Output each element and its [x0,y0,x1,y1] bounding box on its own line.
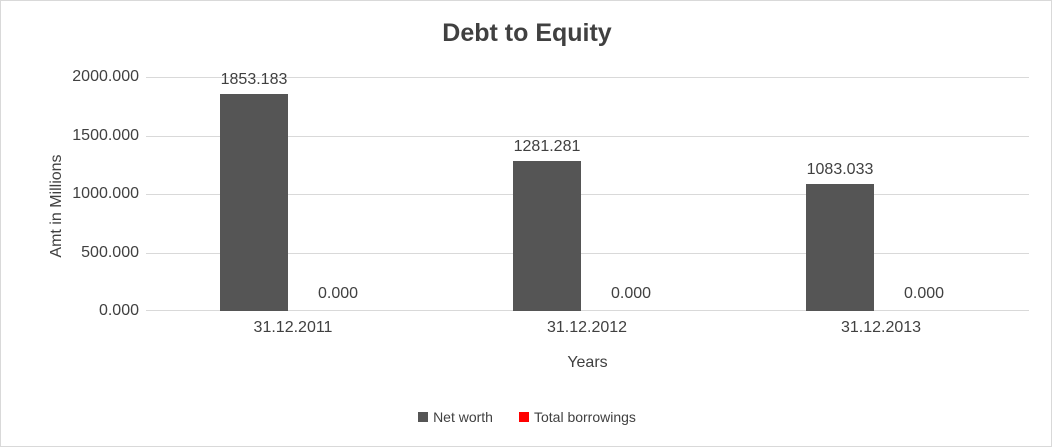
x-axis-title: Years [567,354,608,371]
chart-legend: Net worth Total borrowings [1,409,1051,425]
y-axis: Amt in Millions 2000.000 1500.000 1000.0… [21,68,139,319]
y-tick-label-2000: 2000.000 [72,68,139,85]
x-tick-label-2011: 31.12.2011 [253,319,333,336]
legend-swatch-total-borrowings [518,412,529,422]
x-tick-label-2012: 31.12.2012 [546,319,628,336]
bar-net-worth-2013[interactable] [806,184,874,311]
gridline-2000 [146,77,1029,78]
legend-item-net-worth[interactable]: Net worth [418,409,493,425]
gridline-1000 [146,194,1029,195]
gridline-0-axis [146,310,1029,311]
x-tick-label-2013: 31.12.2013 [840,319,922,336]
y-tick-label-1500: 1500.000 [72,126,139,144]
bar-net-worth-2011[interactable] [220,94,288,311]
y-axis-title: Amt in Millions [48,154,65,258]
x-axis: 31.12.2011 31.12.2012 31.12.2013 [146,319,1029,345]
legend-label-total-borrowings: Total borrowings [533,409,636,425]
legend-item-total-borrowings[interactable]: Total borrowings [518,409,636,425]
bar-net-worth-2012[interactable] [513,161,581,311]
bar-label-total-borrowings-2013: 0.000 [903,285,945,302]
bar-label-net-worth-2012: 1281.281 [513,138,581,155]
bar-label-net-worth-2011: 1853.183 [220,71,288,88]
bar-label-net-worth-2013: 1083.033 [806,161,874,178]
y-tick-label-1000: 1000.000 [72,185,139,202]
chart-title: Debt to Equity [442,19,612,47]
gridline-1500 [146,135,1029,137]
legend-label-net-worth: Net worth [433,409,493,425]
bar-label-total-borrowings-2011: 0.000 [317,285,359,302]
y-tick-label-0: 0.000 [98,302,139,319]
legend-swatch-net-worth [418,412,429,422]
plot-area: 1853.183 0.000 1281.281 0.000 1083.033 0… [146,71,1029,311]
bar-label-total-borrowings-2012: 0.000 [610,285,652,302]
y-tick-label-500: 500.000 [81,243,139,261]
gridline-500 [146,252,1029,254]
